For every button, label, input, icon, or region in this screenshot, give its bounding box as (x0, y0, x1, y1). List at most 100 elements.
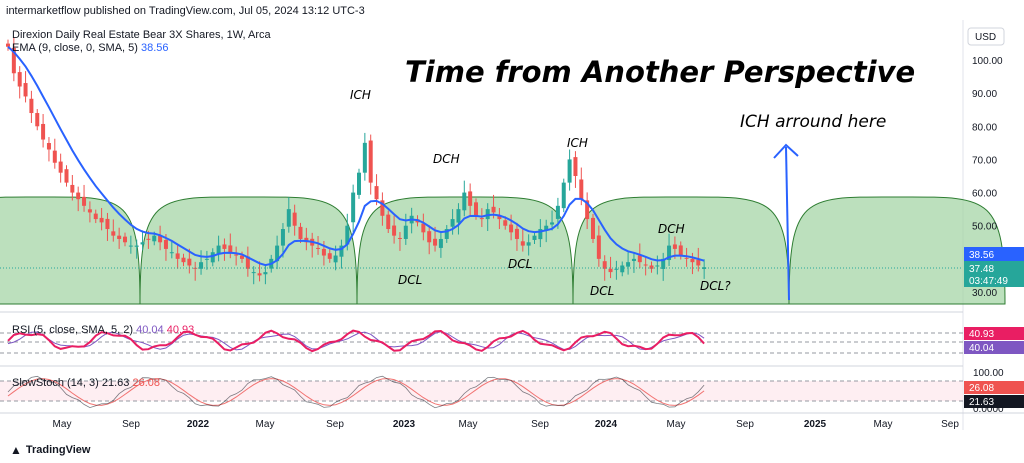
candle-body (661, 258, 666, 269)
price-tick: 30.00 (972, 288, 997, 299)
candle-body (696, 259, 701, 266)
candle-body (474, 202, 478, 216)
candle-body (591, 217, 595, 239)
candle-body (123, 236, 127, 243)
last-price-tag (964, 261, 1024, 287)
candle-body (456, 209, 461, 223)
tradingview-logo-icon: ▲ (10, 443, 22, 457)
time-tick: 2022 (187, 419, 210, 430)
stoch-k-line (7, 375, 705, 409)
candle-body (134, 245, 139, 247)
candle-body (579, 179, 584, 200)
candle-body (450, 219, 455, 227)
candle-body (497, 215, 502, 220)
candle-body (702, 267, 707, 269)
candle-body (427, 231, 432, 243)
candle-body (403, 225, 408, 239)
candle-body (181, 257, 186, 263)
cycle-arc-3 (356, 196, 574, 305)
candle-body (421, 223, 426, 233)
candle-body (433, 238, 438, 246)
countdown-tag-text: 03:47:49 (969, 276, 1008, 287)
stoch-tag-a-text: 26.08 (969, 383, 994, 394)
ema-legend[interactable]: EMA (9, close, 0, SMA, 5) 38.56 (12, 42, 169, 54)
time-tick: Sep (531, 419, 549, 430)
ema-legend-label: EMA (9, close, 0, SMA, 5) (12, 42, 138, 54)
candle-body (169, 252, 174, 254)
candle-body (631, 258, 636, 262)
candle-body (17, 72, 22, 87)
candle-body (263, 272, 268, 275)
stoch-tag-a (964, 381, 1024, 394)
candle-body (655, 265, 660, 267)
rsi-legend-label: RSI (5, close, SMA, 5, 2) (12, 324, 133, 336)
stoch-pane (0, 375, 963, 409)
candle-body (637, 255, 642, 263)
candle-body (649, 265, 654, 269)
time-tick: Sep (941, 419, 959, 430)
candle-body (280, 229, 285, 246)
price-tick: 50.00 (972, 222, 997, 233)
candle-body (397, 237, 402, 239)
stoch-legend[interactable]: SlowStoch (14, 3) 21.63 26.08 (12, 377, 160, 389)
candle-body (29, 98, 34, 114)
published-header: intermarketflow published on TradingView… (6, 5, 365, 17)
candle-body (210, 252, 215, 263)
candle-body (678, 245, 683, 256)
ema-price-tag-text: 38.56 (969, 250, 994, 261)
rsi-tag-a-text: 40.93 (969, 329, 994, 340)
candle-body (234, 254, 239, 256)
candle-body (567, 159, 572, 183)
rsi-legend[interactable]: RSI (5, close, SMA, 5, 2) 40.04 40.93 (12, 324, 194, 336)
time-tick: May (459, 419, 478, 430)
candle-body (550, 222, 555, 225)
ema-line (7, 45, 705, 267)
candle-body (128, 245, 133, 247)
footer-brand: ▲ TradingView (10, 443, 90, 457)
time-tick: Sep (326, 419, 344, 430)
candle-body (146, 238, 151, 240)
candle-body (111, 231, 116, 236)
candle-body (35, 113, 40, 127)
candle-body (105, 218, 110, 230)
candle-body (76, 192, 81, 200)
rsi-legend-value-2: 40.93 (167, 324, 195, 336)
candle-body (573, 157, 578, 176)
candle-body (561, 182, 566, 209)
currency-button[interactable] (967, 27, 1005, 46)
candle-body (339, 245, 344, 257)
time-tick: 2023 (393, 419, 416, 430)
candle-body (70, 184, 75, 193)
candle-body (614, 268, 619, 270)
currency-label: USD (975, 32, 996, 43)
candle-body (216, 245, 221, 254)
annotation-ich-around: ICH arround here (740, 112, 886, 132)
candle-body (368, 140, 373, 183)
candle-body (93, 213, 98, 220)
price-tick: 100.00 (972, 56, 1003, 67)
candle-body (362, 142, 367, 173)
time-tick: 2025 (804, 419, 827, 430)
candle-body (228, 245, 233, 253)
symbol-legend[interactable]: Direxion Daily Real Estate Bear 3X Share… (12, 29, 271, 41)
candle-body (544, 225, 549, 231)
last-price-tag-text: 37.48 (969, 264, 994, 275)
time-tick: May (256, 419, 275, 430)
candle-body (602, 261, 607, 269)
time-tick: May (874, 419, 893, 430)
candle-body (555, 205, 560, 219)
candle-body (357, 172, 361, 195)
annotation-dcl-2: DCL (508, 257, 532, 271)
price-tick: 70.00 (972, 155, 997, 166)
rsi-tag-a (964, 327, 1024, 340)
candle-body (380, 200, 385, 216)
candle-body (438, 238, 443, 248)
candle-body (392, 225, 397, 236)
candle-body (11, 47, 16, 74)
candle-body (175, 253, 180, 259)
candle-body (6, 43, 10, 47)
stoch-tick-0: 0.0000 (973, 404, 1004, 415)
stoch-legend-label: SlowStoch (14, 3) (12, 377, 99, 389)
candle-body (468, 191, 473, 206)
